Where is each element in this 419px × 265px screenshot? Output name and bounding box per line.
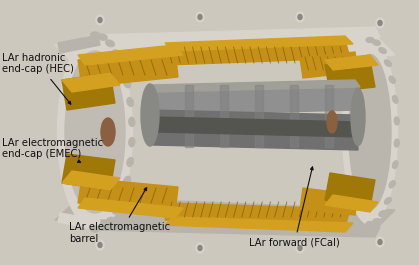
Ellipse shape bbox=[113, 50, 121, 57]
Ellipse shape bbox=[124, 79, 130, 88]
Bar bbox=[290, 85, 298, 147]
Ellipse shape bbox=[385, 198, 391, 204]
Text: LAr electromagnetic
end-cap (EMEC): LAr electromagnetic end-cap (EMEC) bbox=[2, 138, 103, 162]
Polygon shape bbox=[62, 171, 120, 190]
Ellipse shape bbox=[106, 40, 114, 47]
Ellipse shape bbox=[351, 89, 365, 145]
Ellipse shape bbox=[198, 245, 202, 250]
Polygon shape bbox=[62, 73, 120, 92]
Ellipse shape bbox=[327, 111, 337, 133]
Text: LAr forward (FCal): LAr forward (FCal) bbox=[249, 167, 340, 248]
Ellipse shape bbox=[127, 98, 133, 107]
Ellipse shape bbox=[376, 18, 384, 28]
Ellipse shape bbox=[349, 55, 391, 210]
Ellipse shape bbox=[96, 240, 104, 250]
Ellipse shape bbox=[65, 51, 125, 213]
Polygon shape bbox=[300, 52, 358, 78]
Ellipse shape bbox=[394, 117, 399, 125]
Ellipse shape bbox=[196, 12, 204, 22]
Polygon shape bbox=[78, 198, 183, 218]
Ellipse shape bbox=[393, 161, 398, 169]
Polygon shape bbox=[150, 80, 360, 92]
Polygon shape bbox=[55, 197, 395, 235]
Polygon shape bbox=[325, 55, 378, 70]
Ellipse shape bbox=[366, 222, 374, 227]
Bar bbox=[220, 85, 228, 147]
Polygon shape bbox=[165, 36, 353, 51]
Ellipse shape bbox=[98, 224, 107, 230]
Ellipse shape bbox=[98, 17, 102, 23]
Text: LAr electromagnetic
barrel: LAr electromagnetic barrel bbox=[69, 188, 170, 244]
Ellipse shape bbox=[378, 240, 382, 245]
Ellipse shape bbox=[57, 34, 132, 229]
Polygon shape bbox=[165, 203, 350, 227]
Polygon shape bbox=[55, 30, 395, 70]
Ellipse shape bbox=[129, 138, 135, 147]
Ellipse shape bbox=[129, 117, 135, 126]
Ellipse shape bbox=[91, 226, 99, 232]
Polygon shape bbox=[325, 173, 375, 207]
Ellipse shape bbox=[376, 237, 384, 247]
Ellipse shape bbox=[366, 38, 374, 42]
Ellipse shape bbox=[298, 245, 302, 250]
Polygon shape bbox=[325, 60, 375, 92]
Ellipse shape bbox=[127, 158, 133, 166]
Ellipse shape bbox=[119, 193, 126, 201]
Polygon shape bbox=[95, 27, 380, 45]
Polygon shape bbox=[58, 35, 100, 53]
Polygon shape bbox=[62, 73, 115, 110]
Ellipse shape bbox=[389, 76, 395, 83]
Ellipse shape bbox=[378, 20, 382, 25]
Polygon shape bbox=[78, 178, 178, 213]
Polygon shape bbox=[165, 217, 353, 232]
Polygon shape bbox=[62, 154, 115, 190]
Polygon shape bbox=[325, 195, 378, 212]
Text: LAr hadronic
end-cap (HEC): LAr hadronic end-cap (HEC) bbox=[2, 53, 74, 104]
Polygon shape bbox=[150, 85, 358, 115]
Bar bbox=[255, 85, 263, 147]
Polygon shape bbox=[155, 117, 360, 137]
Ellipse shape bbox=[96, 15, 104, 25]
Ellipse shape bbox=[196, 243, 204, 253]
Polygon shape bbox=[95, 220, 380, 237]
Ellipse shape bbox=[298, 15, 302, 20]
Ellipse shape bbox=[141, 84, 159, 146]
Ellipse shape bbox=[379, 48, 386, 54]
Ellipse shape bbox=[296, 243, 304, 253]
Polygon shape bbox=[58, 213, 100, 230]
Polygon shape bbox=[150, 110, 358, 150]
Bar bbox=[185, 85, 193, 147]
Polygon shape bbox=[300, 188, 358, 215]
Ellipse shape bbox=[106, 217, 114, 224]
Polygon shape bbox=[78, 45, 183, 65]
Ellipse shape bbox=[101, 118, 115, 146]
Polygon shape bbox=[78, 50, 178, 87]
Ellipse shape bbox=[296, 12, 304, 22]
Ellipse shape bbox=[98, 242, 102, 248]
Bar bbox=[325, 85, 333, 147]
Ellipse shape bbox=[394, 139, 399, 147]
Ellipse shape bbox=[98, 34, 107, 40]
Ellipse shape bbox=[379, 211, 386, 216]
Ellipse shape bbox=[393, 96, 398, 103]
Ellipse shape bbox=[124, 176, 130, 185]
Ellipse shape bbox=[119, 63, 126, 71]
Ellipse shape bbox=[91, 32, 99, 38]
Ellipse shape bbox=[342, 39, 398, 224]
Ellipse shape bbox=[389, 181, 395, 188]
Polygon shape bbox=[165, 40, 350, 65]
Ellipse shape bbox=[385, 60, 391, 67]
Ellipse shape bbox=[113, 207, 121, 214]
Ellipse shape bbox=[198, 15, 202, 20]
Ellipse shape bbox=[372, 40, 380, 45]
Ellipse shape bbox=[372, 219, 380, 224]
